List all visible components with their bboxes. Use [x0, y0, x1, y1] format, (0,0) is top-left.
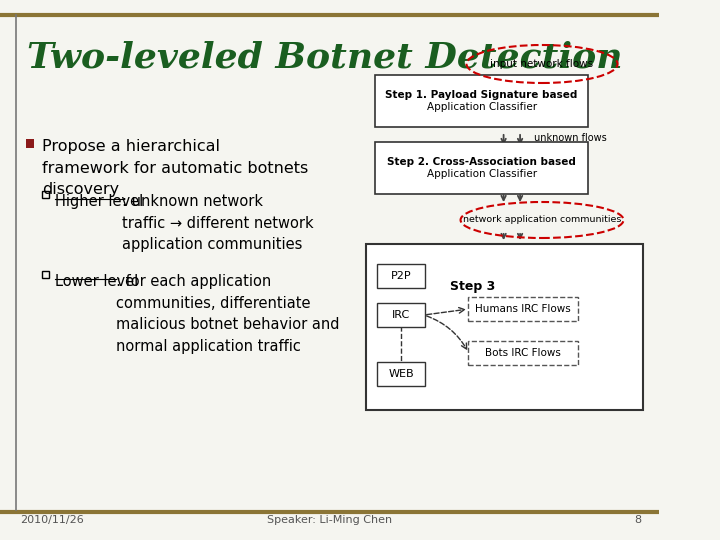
- Text: input network flows: input network flows: [490, 59, 593, 69]
- Text: unknown flows: unknown flows: [534, 133, 607, 143]
- Bar: [26, 139, 34, 148]
- Text: P2P: P2P: [391, 271, 411, 281]
- Text: Step 3: Step 3: [451, 280, 496, 293]
- FancyBboxPatch shape: [375, 75, 588, 127]
- Bar: [42, 271, 48, 278]
- Text: : for each application
communities, differentiate
malicious botnet behavior and
: : for each application communities, diff…: [117, 274, 340, 354]
- FancyBboxPatch shape: [377, 303, 425, 327]
- Text: Step 1. Payload Signature based: Step 1. Payload Signature based: [385, 90, 578, 100]
- FancyBboxPatch shape: [468, 297, 577, 321]
- Text: 8: 8: [634, 515, 641, 525]
- FancyBboxPatch shape: [366, 244, 643, 410]
- FancyBboxPatch shape: [375, 142, 588, 194]
- FancyBboxPatch shape: [377, 362, 425, 386]
- Text: Propose a hierarchical
framework for automatic botnets
discovery: Propose a hierarchical framework for aut…: [42, 139, 308, 197]
- Text: : unknown network
traffic → different network
application communities: : unknown network traffic → different ne…: [122, 194, 313, 252]
- Bar: [42, 191, 48, 198]
- Text: IRC: IRC: [392, 310, 410, 320]
- Text: network application communities: network application communities: [463, 215, 621, 225]
- Text: 2010/11/26: 2010/11/26: [20, 515, 84, 525]
- FancyBboxPatch shape: [377, 264, 425, 288]
- Text: Humans IRC Flows: Humans IRC Flows: [475, 304, 571, 314]
- Text: Two-leveled Botnet Detection: Two-leveled Botnet Detection: [27, 40, 623, 74]
- Text: Lower level: Lower level: [55, 274, 138, 289]
- Text: Application Classifier: Application Classifier: [426, 169, 536, 179]
- Text: WEB: WEB: [388, 369, 414, 379]
- Text: Higher level: Higher level: [55, 194, 143, 209]
- Text: Bots IRC Flows: Bots IRC Flows: [485, 348, 561, 358]
- Text: Speaker: Li-Ming Chen: Speaker: Li-Ming Chen: [267, 515, 392, 525]
- Text: Application Classifier: Application Classifier: [426, 102, 536, 112]
- Text: Step 2. Cross-Association based: Step 2. Cross-Association based: [387, 157, 576, 167]
- FancyBboxPatch shape: [468, 341, 577, 365]
